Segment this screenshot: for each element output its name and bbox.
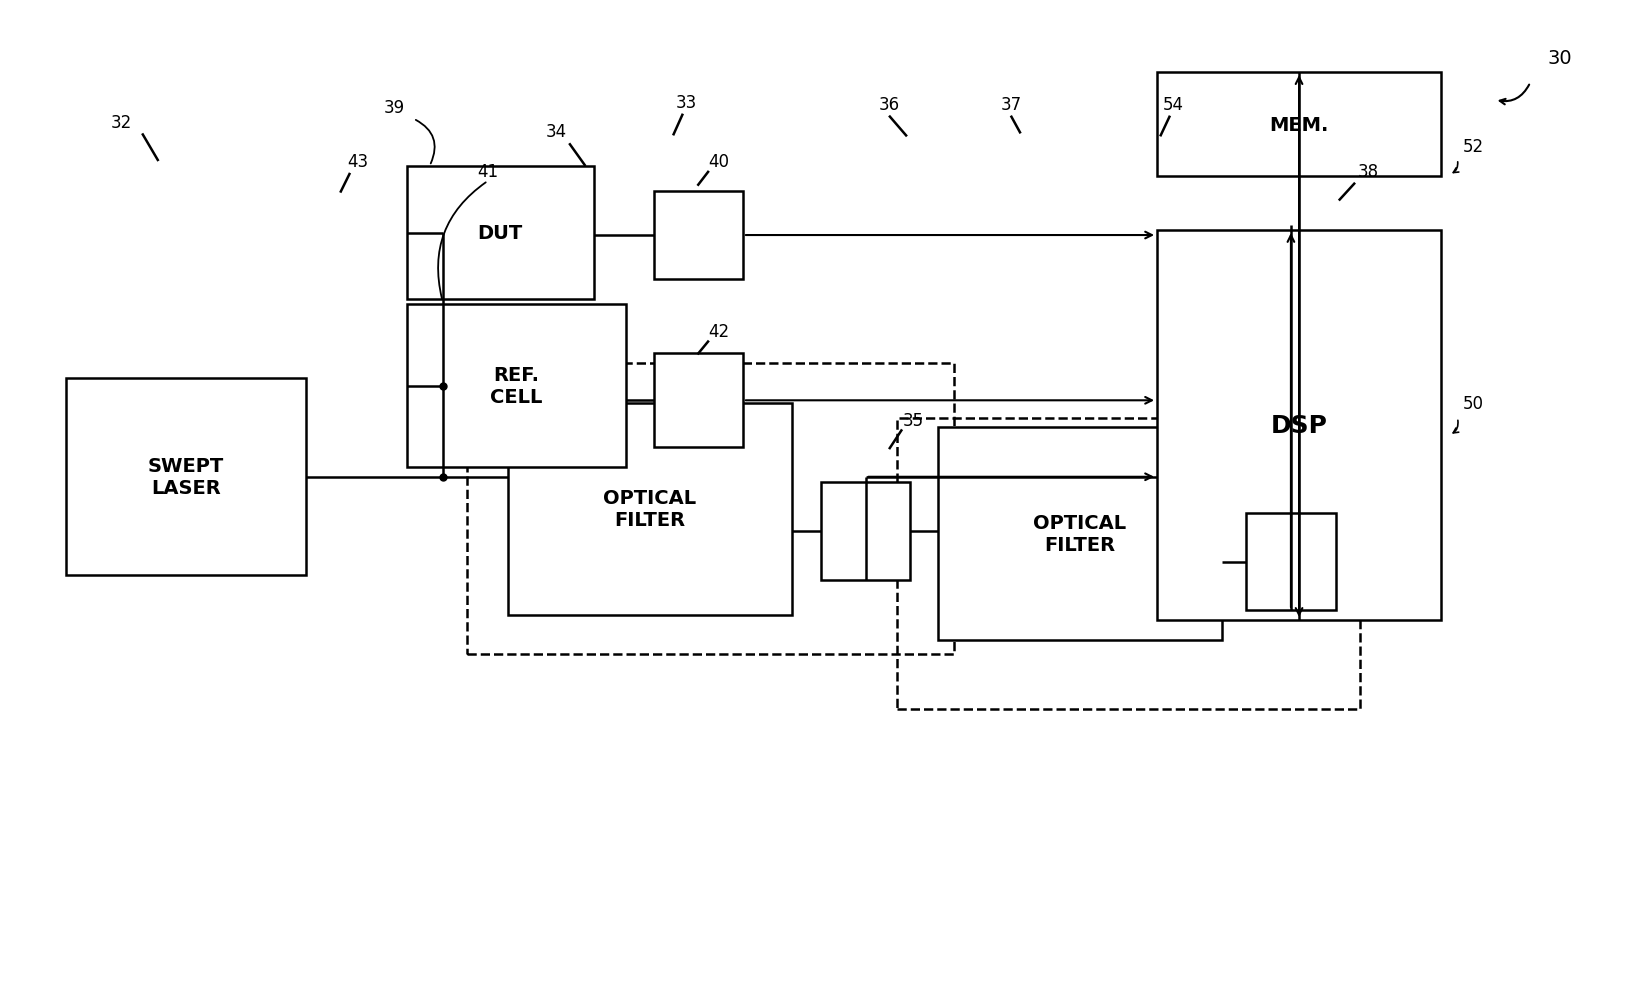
Bar [654,192,743,280]
Bar [938,428,1222,640]
Text: DUT: DUT [478,224,522,243]
Text: 30: 30 [1547,49,1572,68]
Bar [898,418,1359,709]
Bar [1157,74,1441,177]
Bar [467,364,955,655]
Text: OPTICAL
FILTER: OPTICAL FILTER [602,489,697,530]
Text: 54: 54 [1162,95,1183,113]
Bar [821,482,911,580]
Text: MEM.: MEM. [1270,115,1328,134]
Text: 35: 35 [902,412,924,429]
Bar [508,404,792,615]
Bar [654,354,743,447]
Bar [65,379,307,576]
Text: 40: 40 [708,153,730,171]
Text: 52: 52 [1462,138,1483,156]
Text: 43: 43 [348,153,369,171]
Bar [406,305,627,467]
Bar [1157,231,1441,620]
Text: DSP: DSP [1271,414,1327,437]
Text: 33: 33 [676,93,697,111]
Text: OPTICAL
FILTER: OPTICAL FILTER [1033,514,1126,555]
Bar [406,167,594,300]
Text: 50: 50 [1462,395,1483,413]
Text: 41: 41 [478,163,499,181]
Text: 38: 38 [1358,163,1379,181]
Text: SWEPT
LASER: SWEPT LASER [149,457,224,498]
Bar [1247,514,1335,610]
FancyArrowPatch shape [1452,163,1459,173]
Text: REF.
CELL: REF. CELL [490,366,542,407]
Text: 36: 36 [878,95,899,113]
Text: 42: 42 [708,322,730,340]
FancyArrowPatch shape [1452,420,1459,433]
Text: 32: 32 [111,113,132,131]
FancyArrowPatch shape [1500,85,1529,105]
Text: 37: 37 [1000,95,1022,113]
Text: 34: 34 [545,123,566,141]
Text: 39: 39 [384,98,405,116]
